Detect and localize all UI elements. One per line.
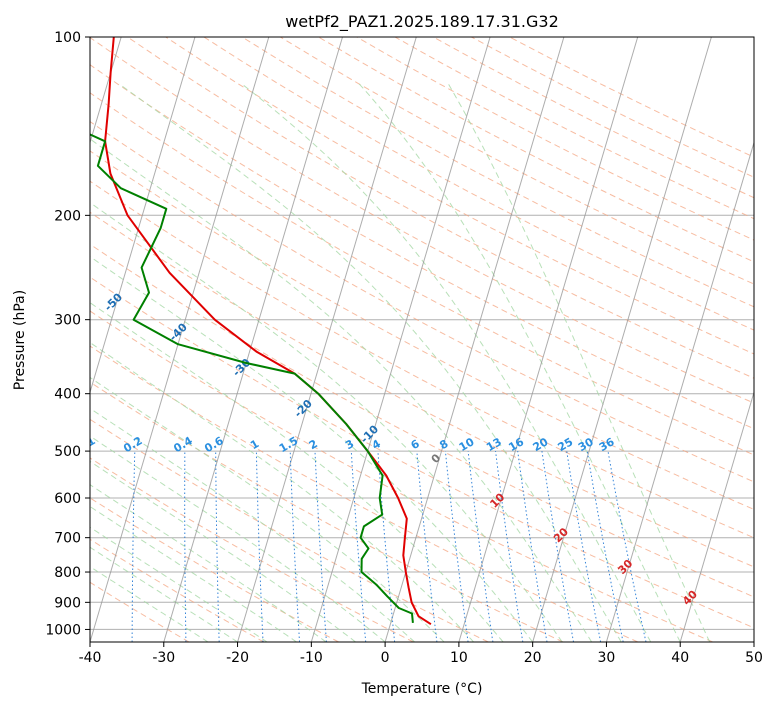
isotherm-line <box>605 140 754 642</box>
mixing-ratio-label: 0.1 <box>74 434 97 455</box>
y-axis-title: Pressure (hPa) <box>12 290 28 390</box>
y-tick-label: 900 <box>54 595 81 611</box>
mixing-ratio-line <box>586 451 624 642</box>
moist-adiabat-line <box>90 505 297 642</box>
axes: -40 -30 -20 -10 0 10 20 30 40 50 1000 900 800 700 600 5… <box>45 30 763 666</box>
isotherm-line <box>679 390 754 642</box>
moist-adiabat-line <box>118 83 622 642</box>
dry-adiabat-line <box>90 581 190 642</box>
plot-area: 0.10.20.40.611.52346810131620253036-100-… <box>74 37 754 642</box>
y-tick-label: 1000 <box>45 622 81 638</box>
mixing-ratio-line <box>517 451 548 642</box>
moist-adiabat-line <box>241 83 652 642</box>
dry-adiabat-line <box>280 37 754 285</box>
isotherm-line <box>310 37 491 642</box>
dry-adiabat-line <box>90 538 265 642</box>
mixing-ratio-line <box>495 451 524 642</box>
dry-adiabat-line <box>90 457 414 642</box>
dry-adiabat-line <box>90 418 489 642</box>
y-tick-label: 300 <box>54 313 81 329</box>
moist-adiabat-line <box>90 341 474 642</box>
x-axis-title: Temperature (°C) <box>361 681 483 697</box>
x-tick-label: 0 <box>381 650 390 666</box>
x-tick-label: -30 <box>152 650 175 666</box>
dry-adiabat-line <box>241 37 754 308</box>
moist-adiabat-line <box>447 83 711 642</box>
moist-adiabat-line <box>90 201 563 642</box>
moist-adiabat-line <box>90 255 534 642</box>
plot-frame <box>89 36 755 643</box>
chart-title: wetPf2_PAZ1.2025.189.17.31.G32 <box>285 12 559 32</box>
moist-adiabat-line <box>90 526 268 642</box>
dry-adiabat-line <box>90 92 754 456</box>
mixing-ratio-line <box>350 451 367 642</box>
x-tick-label: -40 <box>79 650 102 666</box>
y-tick-label: 700 <box>54 531 81 547</box>
isotherm-line <box>458 37 639 642</box>
moist-adiabat-line <box>90 302 504 642</box>
mixing-ratio-line <box>467 451 494 642</box>
mixing-ratio-line <box>416 451 438 642</box>
moist-adiabat-line <box>90 376 445 642</box>
dry-adiabat-line <box>90 180 754 539</box>
isotherm-line <box>532 37 712 642</box>
x-tick-label: 10 <box>450 650 468 666</box>
dewpoint-profile-line <box>90 133 414 623</box>
isotherm-line <box>90 37 196 395</box>
dry-adiabat-line <box>90 345 639 642</box>
moist-adiabat-line <box>358 83 681 642</box>
y-tick-label: 600 <box>54 491 81 507</box>
moist-adiabat-line <box>90 484 327 642</box>
mixing-ratio-line <box>607 451 647 642</box>
x-tick-label: -20 <box>226 650 249 666</box>
y-tick-label: 100 <box>54 30 81 46</box>
dry-adiabat-line <box>90 310 713 642</box>
x-tick-label: 20 <box>524 650 542 666</box>
isotherm-line <box>90 37 122 145</box>
x-tick-label: 50 <box>745 650 763 666</box>
y-tick-label: 200 <box>54 208 81 224</box>
dry-adiabat-line <box>90 120 754 483</box>
dry-adiabat-line <box>127 37 754 379</box>
x-tick-label: 40 <box>671 650 689 666</box>
moist-adiabat-line <box>90 407 415 642</box>
x-tick-label: -10 <box>300 650 323 666</box>
isotherm-line <box>163 37 343 642</box>
x-tick-label: 30 <box>598 650 616 666</box>
y-tick-label: 500 <box>54 444 81 460</box>
y-tick-label: 800 <box>54 565 81 581</box>
dry-adiabat-line <box>90 150 754 510</box>
isotherm-line <box>90 37 270 642</box>
isotherm-line <box>384 37 565 642</box>
mixing-ratio-line <box>444 451 469 642</box>
isotherm-line <box>237 37 417 642</box>
y-tick-label: 400 <box>54 387 81 403</box>
dry-adiabat-line <box>90 276 754 629</box>
moist-adiabat-line <box>90 138 593 642</box>
